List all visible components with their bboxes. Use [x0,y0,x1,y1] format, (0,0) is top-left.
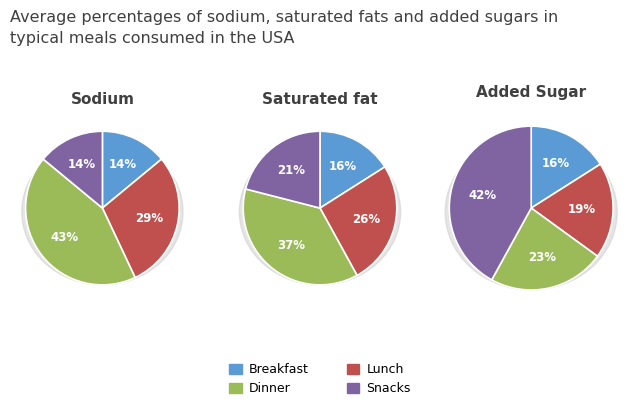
Wedge shape [449,126,531,280]
Wedge shape [531,126,600,208]
Wedge shape [320,167,397,275]
Text: 37%: 37% [277,239,305,252]
Wedge shape [246,131,320,208]
Wedge shape [492,208,598,290]
Wedge shape [102,131,161,208]
Text: 14%: 14% [109,159,137,171]
Text: 29%: 29% [135,212,163,225]
Ellipse shape [22,139,183,285]
Wedge shape [243,189,357,285]
Wedge shape [26,159,135,285]
Ellipse shape [239,139,401,285]
Wedge shape [531,164,613,256]
Text: 19%: 19% [568,203,596,216]
Title: Sodium: Sodium [70,92,134,107]
Text: 26%: 26% [352,213,380,227]
Text: 14%: 14% [68,159,96,171]
Text: 16%: 16% [541,157,570,170]
Text: 16%: 16% [329,160,357,173]
Wedge shape [102,159,179,278]
Title: Added Sugar: Added Sugar [476,85,586,101]
Text: Average percentages of sodium, saturated fats and added sugars in
typical meals : Average percentages of sodium, saturated… [10,10,558,46]
Title: Saturated fat: Saturated fat [262,92,378,107]
Text: 43%: 43% [51,231,79,244]
Ellipse shape [445,134,617,290]
Wedge shape [320,131,385,208]
Legend: Breakfast, Dinner, Lunch, Snacks: Breakfast, Dinner, Lunch, Snacks [223,357,417,402]
Text: 23%: 23% [528,251,556,264]
Text: 42%: 42% [468,189,496,202]
Text: 21%: 21% [277,164,305,177]
Wedge shape [44,131,102,208]
